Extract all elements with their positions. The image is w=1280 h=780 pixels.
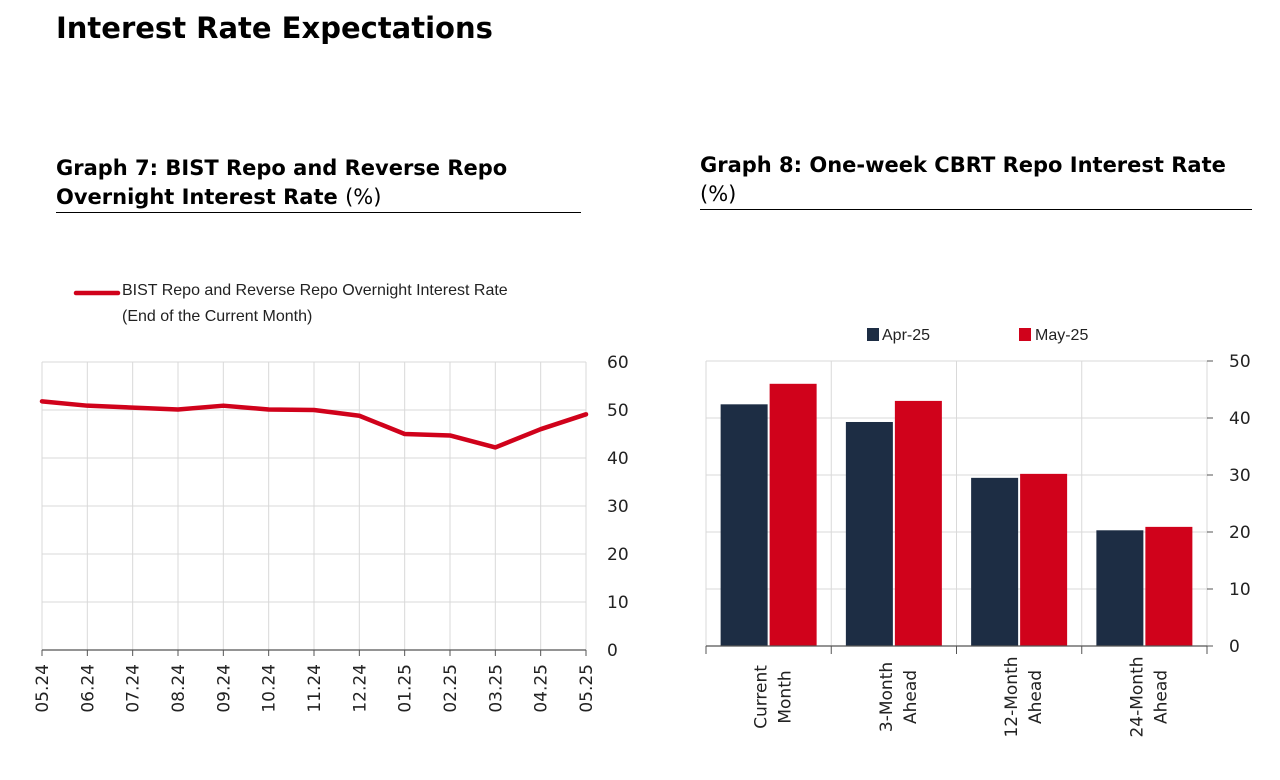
graph8-bar-apr-25 [971, 477, 1019, 646]
graph7-title-text: Graph 7: BIST Repo and Reverse Repo Over… [56, 156, 508, 209]
graph8-title-unit: (%) [700, 182, 737, 206]
graph7-data-point [313, 409, 315, 411]
graph8-bar-apr-25 [845, 421, 893, 646]
graph8-category-label: Ahead [1026, 670, 1046, 724]
graph7-y-tick: 0 [607, 641, 618, 661]
graph8-y-tick: 0 [1229, 637, 1240, 657]
graph7-data-point [132, 407, 134, 409]
graph8-y-tick: 50 [1229, 352, 1251, 372]
graph7-y-tick: 30 [607, 497, 629, 517]
graph8-category-label: 24-Month [1127, 656, 1147, 737]
graph7-data-point [268, 409, 270, 411]
graph7-title: Graph 7: BIST Repo and Reverse Repo Over… [56, 154, 581, 213]
graph7-data-point [449, 434, 451, 436]
graph7-x-tick: 12.24 [350, 664, 370, 713]
graph7-legend-label-line2: (End of the Current Month) [122, 308, 312, 325]
graph7-data-point [86, 405, 88, 407]
graph8-category-label: Month [776, 670, 796, 723]
graph8-title-text: Graph 8: One-week CBRT Repo Interest Rat… [700, 153, 1226, 177]
page-title: Interest Rate Expectations [56, 11, 493, 45]
graph8-y-tick: 40 [1229, 409, 1251, 429]
graph8-category-label: Ahead [1151, 670, 1171, 724]
graph7-data-point [41, 400, 43, 402]
graph8-legend-swatch-apr [867, 328, 879, 341]
graph7-x-tick: 11.24 [305, 664, 325, 713]
graph8-bar-may-25 [1020, 473, 1068, 646]
graph8-y-tick: 20 [1229, 523, 1251, 543]
graph7-data-point [222, 405, 224, 407]
graph8-bar-may-25 [894, 400, 942, 646]
graph7-legend-label: BIST Repo and Reverse Repo Overnight Int… [122, 282, 508, 299]
graph7-x-tick: 05.25 [577, 664, 597, 713]
graph7-data-point [404, 433, 406, 435]
graph8-title: Graph 8: One-week CBRT Repo Interest Rat… [700, 151, 1252, 210]
graph7-data-point [494, 446, 496, 448]
graph7-x-tick: 05.24 [33, 664, 53, 713]
graph8-category-label: Current [752, 665, 772, 729]
graph7-x-tick: 08.24 [169, 664, 189, 713]
graph7-x-tick: 02.25 [441, 664, 461, 713]
graph8-legend-label-apr: Apr-25 [882, 327, 930, 344]
graph8-bar-may-25 [1145, 526, 1193, 646]
graph7-y-tick: 50 [607, 401, 629, 421]
graph7-title-unit: (%) [345, 185, 382, 209]
graph8-category-label: 12-Month [1002, 656, 1022, 737]
graph7-data-point [540, 428, 542, 430]
graph7-x-tick: 04.25 [532, 664, 552, 713]
graph7-x-tick: 06.24 [78, 664, 98, 713]
graph8-legend-label-may: May-25 [1035, 327, 1088, 344]
graph7-x-tick: 09.24 [214, 664, 234, 713]
graph8-category-label: Ahead [901, 670, 921, 724]
graph7-x-tick: 03.25 [486, 664, 506, 713]
graph8-legend-swatch-may [1019, 328, 1031, 341]
graph7-data-point [358, 415, 360, 417]
graph7-x-tick: 07.24 [124, 664, 144, 713]
graph8-bar-apr-25 [720, 404, 768, 646]
graph7-data-point [585, 413, 587, 415]
graph7-y-tick: 20 [607, 545, 629, 565]
graph7-x-tick: 10.24 [260, 664, 280, 713]
graph8-y-tick: 10 [1229, 580, 1251, 600]
graph8-bar-may-25 [769, 383, 817, 646]
graph8-bar-apr-25 [1096, 530, 1144, 646]
graph7-y-tick: 40 [607, 449, 629, 469]
graph7-x-tick: 01.25 [396, 664, 416, 713]
graph7-y-tick: 10 [607, 593, 629, 613]
graph8-y-tick: 30 [1229, 466, 1251, 486]
graph8-category-label: 3-Month [877, 662, 897, 732]
graph7-y-tick: 60 [607, 353, 629, 373]
graph7-data-point [177, 409, 179, 411]
